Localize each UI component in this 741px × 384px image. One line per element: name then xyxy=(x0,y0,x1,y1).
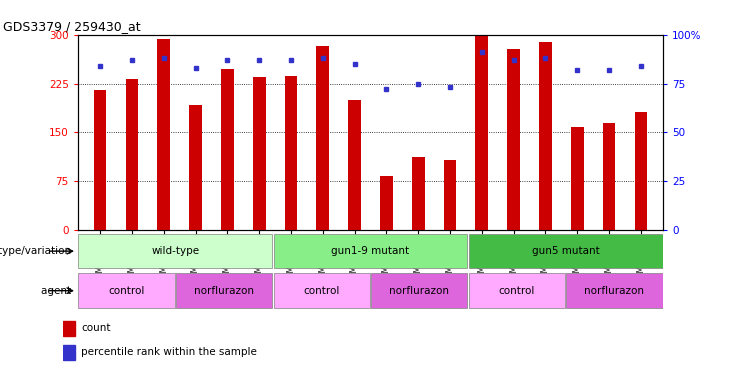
Bar xyxy=(316,46,329,230)
Text: percentile rank within the sample: percentile rank within the sample xyxy=(82,347,257,357)
Text: control: control xyxy=(499,286,535,296)
Text: gun5 mutant: gun5 mutant xyxy=(532,246,599,256)
Bar xyxy=(348,100,361,230)
Text: norflurazon: norflurazon xyxy=(194,286,254,296)
Bar xyxy=(539,42,552,230)
Text: control: control xyxy=(304,286,340,296)
Bar xyxy=(63,321,75,336)
Bar xyxy=(125,79,139,230)
Bar xyxy=(79,273,175,308)
Bar xyxy=(508,49,520,230)
Bar xyxy=(93,90,107,230)
Bar xyxy=(476,36,488,230)
Bar xyxy=(571,127,584,230)
Bar xyxy=(602,123,616,230)
Text: genotype/variation: genotype/variation xyxy=(0,246,74,256)
Text: norflurazon: norflurazon xyxy=(389,286,449,296)
Title: GDS3379 / 259430_at: GDS3379 / 259430_at xyxy=(3,20,141,33)
Bar xyxy=(469,234,662,268)
Bar xyxy=(79,234,272,268)
Bar xyxy=(221,68,233,230)
Bar xyxy=(371,273,468,308)
Bar xyxy=(253,77,265,230)
Text: wild-type: wild-type xyxy=(151,246,199,256)
Bar xyxy=(176,273,272,308)
Text: gun1-9 mutant: gun1-9 mutant xyxy=(331,246,410,256)
Text: agent: agent xyxy=(41,286,74,296)
Bar xyxy=(285,76,297,230)
Text: norflurazon: norflurazon xyxy=(585,286,645,296)
Bar xyxy=(273,234,468,268)
Bar xyxy=(380,176,393,230)
Bar xyxy=(634,112,648,230)
Bar xyxy=(469,273,565,308)
Bar xyxy=(273,273,370,308)
Bar xyxy=(566,273,662,308)
Text: count: count xyxy=(82,323,111,333)
Bar xyxy=(189,105,202,230)
Bar xyxy=(444,160,456,230)
Text: control: control xyxy=(108,286,144,296)
Bar xyxy=(412,157,425,230)
Bar xyxy=(157,39,170,230)
Bar xyxy=(63,345,75,359)
